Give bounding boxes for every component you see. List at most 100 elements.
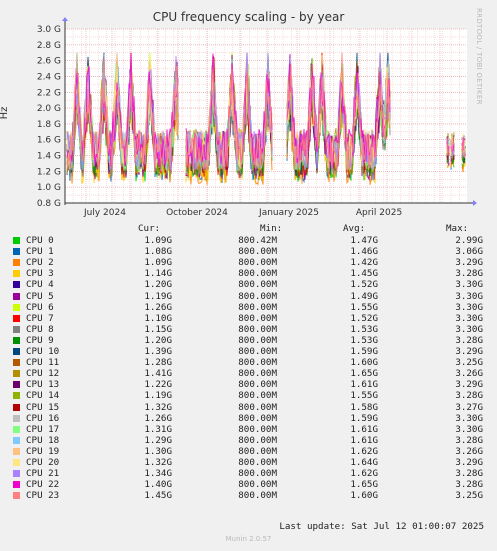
legend-row: CPU 23 1.45G 800.00M 1.60G 3.25G [0, 490, 497, 502]
legend-swatch [13, 281, 20, 289]
legend-avg-value: 1.42G [350, 257, 378, 269]
legend-cur-value: 1.10G [144, 312, 172, 324]
legend-swatch [13, 492, 20, 500]
legend-cur-value: 1.09G [144, 257, 172, 269]
legend-avg-value: 1.61G [350, 434, 378, 446]
legend-min-value: 800.00M [238, 290, 277, 302]
legend-max-value: 3.28G [455, 334, 483, 346]
legend-avg-value: 1.46G [350, 246, 378, 258]
legend-min-value: 800.00M [238, 434, 277, 446]
legend-max-value: 3.28G [455, 390, 483, 402]
legend-swatch [13, 314, 20, 322]
legend-avg-value: 1.52G [350, 312, 378, 324]
legend-max-value: 3.26G [455, 368, 483, 380]
rrdtool-watermark: RRDTOOL / TOBI OETIKER [475, 8, 483, 105]
legend-min-value: 800.00M [238, 445, 277, 457]
legend-series-name: CPU 3 [26, 268, 54, 280]
legend-row: CPU 12 1.41G 800.00M 1.65G 3.26G [0, 368, 497, 380]
legend-swatch [13, 370, 20, 378]
chart-title: CPU frequency scaling - by year [152, 10, 345, 24]
legend-avg-value: 1.65G [350, 479, 378, 491]
legend-series-name: CPU 15 [26, 401, 60, 413]
legend-row: CPU 14 1.19G 800.00M 1.55G 3.28G [0, 390, 497, 402]
x-tick-label: April 2025 [356, 208, 402, 218]
legend-max-value: 3.29G [455, 457, 483, 468]
legend-swatch [13, 381, 20, 389]
legend-row: CPU 6 1.26G 800.00M 1.55G 3.30G [0, 302, 497, 314]
legend-max-value: 3.29G [455, 346, 483, 357]
legend-cur-value: 1.19G [144, 290, 172, 302]
legend-swatch [13, 459, 20, 466]
legend-min-value: 800.00M [238, 468, 277, 480]
legend-series-name: CPU 9 [26, 334, 54, 346]
legend-avg-value: 1.58G [350, 401, 378, 413]
legend-swatch [13, 447, 20, 455]
legend-cur-value: 1.34G [144, 468, 172, 480]
chart-plot: 0.8 G 1.0 G 1.2 G 1.4 G 1.6 G 1.8 G 2.0 G 2.2 G… [37, 17, 477, 218]
legend-min-value: 800.00M [238, 412, 277, 424]
legend-series-name: CPU 17 [26, 423, 60, 435]
legend-cur-value: 1.31G [144, 423, 172, 435]
y-tick-label: 1.2 G [37, 167, 61, 177]
legend-cur-value: 1.09G [144, 235, 172, 246]
legend-avg-value: 1.53G [350, 334, 378, 346]
legend-avg-value: 1.60G [350, 357, 378, 369]
legend-swatch [13, 248, 20, 256]
legend-row: CPU 15 1.32G 800.00M 1.58G 3.27G [0, 402, 497, 414]
legend-row: CPU 18 1.29G 800.00M 1.61G 3.28G [0, 435, 497, 447]
legend-series-name: CPU 12 [26, 368, 60, 380]
legend-avg-value: 1.61G [350, 379, 378, 391]
legend-cur-value: 1.30G [144, 445, 172, 457]
y-tick-label: 1.0 G [37, 183, 61, 193]
legend-series-name: CPU 10 [26, 346, 60, 357]
legend-header-max: Max: [446, 223, 469, 234]
legend-series-name: CPU 1 [26, 246, 54, 258]
legend-series-name: CPU 18 [26, 434, 60, 446]
legend-max-value: 3.25G [455, 357, 483, 369]
legend-max-value: 3.29G [455, 379, 483, 391]
legend-max-value: 3.06G [455, 246, 483, 258]
legend-swatch [13, 303, 20, 311]
legend-header-cur: Cur: [138, 223, 161, 234]
legend-swatch [13, 336, 20, 344]
legend-cur-value: 1.15G [144, 323, 172, 335]
legend-min-value: 800.00M [238, 268, 277, 280]
legend-avg-value: 1.60G [350, 490, 378, 502]
x-tick-label: January 2025 [258, 208, 319, 218]
legend-swatch [13, 292, 20, 300]
legend-min-value: 800.00M [238, 346, 277, 357]
legend-max-value: 3.30G [455, 323, 483, 335]
legend-series-name: CPU 16 [26, 412, 60, 424]
legend-swatch [13, 325, 20, 333]
legend-max-value: 3.30G [455, 412, 483, 424]
legend-header: Cur: Min: Avg: Max: [0, 223, 497, 235]
legend-row: CPU 21 1.34G 800.00M 1.62G 3.28G [0, 468, 497, 480]
legend-row: CPU 17 1.31G 800.00M 1.61G 3.30G [0, 424, 497, 436]
legend-avg-value: 1.45G [350, 268, 378, 280]
legend-swatch [13, 359, 20, 367]
x-tick-label: July 2024 [83, 208, 126, 218]
legend-row: CPU 11 1.28G 800.00M 1.60G 3.25G [0, 357, 497, 369]
legend-row: CPU 3 1.14G 800.00M 1.45G 3.28G [0, 268, 497, 280]
legend-min-value: 800.00M [238, 246, 277, 258]
legend-swatch [13, 348, 20, 355]
legend-cur-value: 1.40G [144, 479, 172, 491]
legend-header-min: Min: [260, 223, 283, 234]
legend-max-value: 3.29G [455, 257, 483, 269]
legend-min-value: 800.00M [238, 479, 277, 491]
legend-row: CPU 7 1.10G 800.00M 1.52G 3.30G [0, 313, 497, 325]
legend-row: CPU 9 1.20G 800.00M 1.53G 3.28G [0, 335, 497, 347]
legend-cur-value: 1.22G [144, 379, 172, 391]
legend-row: CPU 19 1.30G 800.00M 1.62G 3.26G [0, 446, 497, 458]
y-tick-label: 1.6 G [37, 136, 61, 146]
legend-min-value: 800.00M [238, 257, 277, 269]
legend-series-name: CPU 8 [26, 323, 54, 335]
munin-version-footer: Munin 2.0.57 [225, 535, 272, 543]
legend-row: CPU 20 1.32G 800.00M 1.64G 3.29G [0, 457, 497, 469]
legend-cur-value: 1.26G [144, 412, 172, 424]
legend-series-name: CPU 7 [26, 312, 54, 324]
legend-cur-value: 1.19G [144, 390, 172, 402]
legend-series-name: CPU 14 [26, 390, 60, 402]
legend-avg-value: 1.55G [350, 390, 378, 402]
